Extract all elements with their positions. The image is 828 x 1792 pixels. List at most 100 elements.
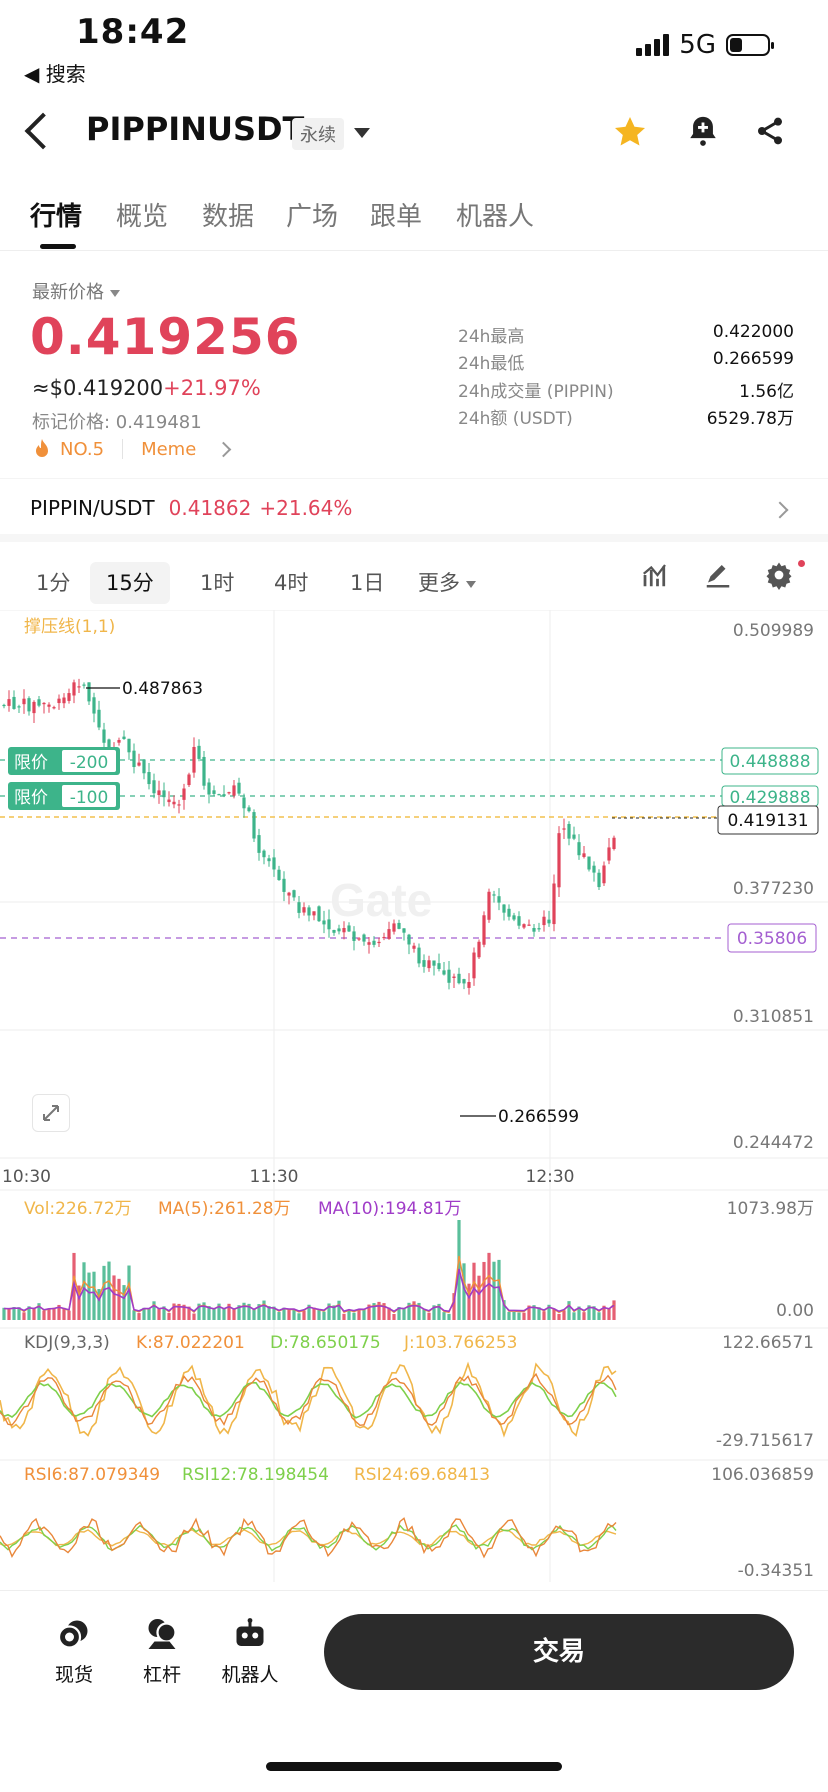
time-tick: 12:30 bbox=[526, 1167, 575, 1187]
stat-value-turnover: 6529.78万 bbox=[706, 409, 794, 429]
stat-label-volume: 24h成交量 (PIPPIN) bbox=[458, 382, 614, 402]
chevron-down-icon bbox=[110, 289, 120, 297]
fullscreen-button[interactable] bbox=[32, 1094, 70, 1132]
price-tick: 0.377230 bbox=[733, 879, 814, 899]
stat-value-high: 0.422000 bbox=[712, 322, 794, 342]
vol-min: 0.00 bbox=[776, 1301, 814, 1321]
rsi6-line bbox=[0, 1517, 617, 1559]
section-gap bbox=[0, 534, 828, 542]
vol-ma10-line bbox=[3, 1268, 615, 1313]
price-tick: 0.509989 bbox=[733, 621, 814, 641]
support-price: 0.35806 bbox=[737, 929, 807, 949]
fire-icon bbox=[36, 439, 48, 457]
interval-1h[interactable]: 1时 bbox=[200, 571, 235, 595]
support-price-box bbox=[727, 923, 817, 953]
volume-bars bbox=[2, 1220, 616, 1320]
robot-icon bbox=[236, 1618, 264, 1646]
price-label[interactable]: 最新价格 bbox=[32, 278, 120, 304]
tab-square[interactable]: 广场 bbox=[286, 202, 339, 232]
status-time: 18:42 bbox=[76, 12, 190, 52]
time-tick: 11:30 bbox=[250, 1167, 299, 1187]
category-tag: Meme bbox=[141, 438, 197, 460]
stat-label-high: 24h最高 bbox=[458, 327, 525, 347]
candlesticks bbox=[2, 678, 616, 995]
last-price-tag: 0.419131 bbox=[727, 811, 808, 831]
rank-row[interactable]: NO.5 Meme bbox=[32, 438, 232, 460]
signal-icon bbox=[636, 34, 670, 56]
svg-text:-100: -100 bbox=[70, 788, 109, 808]
expand-icon bbox=[43, 1105, 59, 1121]
mark-price: 标记价格: 0.419481 bbox=[32, 412, 202, 433]
kdj-min: -29.715617 bbox=[716, 1431, 814, 1451]
interval-1m[interactable]: 1分 bbox=[36, 571, 71, 595]
chart-grid bbox=[0, 610, 828, 1582]
rsi12-label: RSI12:78.198454 bbox=[182, 1465, 329, 1485]
tab-data[interactable]: 数据 bbox=[202, 202, 255, 232]
home-indicator bbox=[266, 1762, 562, 1771]
usd-price: ≈$0.419200+21.97% bbox=[32, 376, 261, 400]
nav-margin[interactable]: 杠杆 bbox=[122, 1616, 202, 1687]
svg-text:限价: 限价 bbox=[14, 753, 48, 773]
rank-badge: NO.5 bbox=[60, 438, 105, 460]
bell-plus-icon[interactable] bbox=[686, 114, 720, 148]
spot-price: 0.41862 bbox=[168, 496, 252, 520]
back-to-search-link[interactable]: ◀ 搜索 bbox=[24, 62, 86, 86]
interval-4h[interactable]: 4时 bbox=[274, 571, 309, 595]
kdj-max: 122.66571 bbox=[722, 1333, 814, 1353]
back-arrow-icon[interactable] bbox=[24, 112, 62, 150]
kdj-k-line bbox=[0, 1372, 617, 1427]
chevron-down-icon[interactable] bbox=[354, 128, 370, 138]
nav-bots[interactable]: 机器人 bbox=[210, 1616, 290, 1687]
price-tick: 0.310851 bbox=[733, 1007, 814, 1027]
order-price-2: 0.429888 bbox=[729, 788, 810, 808]
star-icon[interactable] bbox=[612, 114, 648, 150]
chevron-down-icon bbox=[466, 580, 476, 588]
notification-dot bbox=[798, 560, 805, 567]
rsi24-label: RSI24:69.68413 bbox=[354, 1465, 490, 1485]
spot-change: +21.64% bbox=[259, 496, 353, 520]
spot-pair-row[interactable]: PIPPIN/USDT 0.41862 +21.64% bbox=[30, 496, 352, 520]
interval-more[interactable]: 更多 bbox=[402, 562, 492, 604]
stat-value-low: 0.266599 bbox=[712, 349, 794, 369]
divider bbox=[0, 478, 828, 479]
order-tag-1[interactable]: 限价 -200 bbox=[8, 747, 120, 775]
draw-pen-icon[interactable] bbox=[703, 560, 733, 590]
spot-pair-name: PIPPIN/USDT bbox=[30, 496, 155, 520]
kdj-j-line bbox=[0, 1361, 617, 1438]
kdj-k-label: K:87.022201 bbox=[136, 1333, 245, 1353]
price-tick: 0.244472 bbox=[733, 1133, 814, 1153]
chevron-right-icon bbox=[216, 441, 232, 457]
order-tag-2[interactable]: 限价 -100 bbox=[8, 782, 120, 810]
share-icon[interactable] bbox=[754, 114, 786, 148]
low-label: 0.266599 bbox=[498, 1107, 579, 1127]
price-change: +21.97% bbox=[163, 376, 261, 400]
indicator-chart-icon[interactable] bbox=[640, 560, 670, 590]
interval-15m[interactable]: 15分 bbox=[90, 562, 170, 604]
active-tab-indicator bbox=[40, 244, 76, 249]
tab-bots[interactable]: 机器人 bbox=[456, 202, 535, 232]
order-price-box-1[interactable] bbox=[721, 747, 819, 775]
chevron-right-icon[interactable] bbox=[771, 501, 789, 519]
chart-watermark: Gate bbox=[330, 874, 432, 926]
trade-button[interactable]: 交易 bbox=[324, 1614, 794, 1690]
pair-title[interactable]: PIPPINUSDT bbox=[86, 110, 305, 148]
kdj-d-label: D:78.650175 bbox=[270, 1333, 381, 1353]
tab-overview[interactable]: 概览 bbox=[116, 202, 169, 232]
last-price-box bbox=[717, 805, 819, 835]
settings-gear-icon[interactable] bbox=[764, 560, 794, 590]
kline-chart[interactable]: Gate 撑压线(1,1) 0.487863 0.266599 0.509989… bbox=[0, 610, 828, 1582]
rsi12-line bbox=[0, 1524, 617, 1552]
perpetual-badge: 永续 bbox=[292, 118, 344, 150]
nav-spot[interactable]: 现货 bbox=[34, 1616, 114, 1687]
tab-copy-trading[interactable]: 跟单 bbox=[370, 202, 423, 232]
network-label: 5G bbox=[679, 30, 716, 60]
indicator-label: 撑压线(1,1) bbox=[24, 617, 115, 637]
svg-text:限价: 限价 bbox=[14, 788, 48, 808]
coins-icon bbox=[57, 1620, 88, 1649]
interval-1d[interactable]: 1日 bbox=[350, 571, 385, 595]
tab-market[interactable]: 行情 bbox=[30, 202, 83, 232]
vol-max: 1073.98万 bbox=[727, 1199, 814, 1219]
vol-ma10-label: MA(10):194.81万 bbox=[318, 1199, 461, 1219]
stat-label-turnover: 24h额 (USDT) bbox=[458, 409, 573, 429]
time-tick: 10:30 bbox=[2, 1167, 51, 1187]
